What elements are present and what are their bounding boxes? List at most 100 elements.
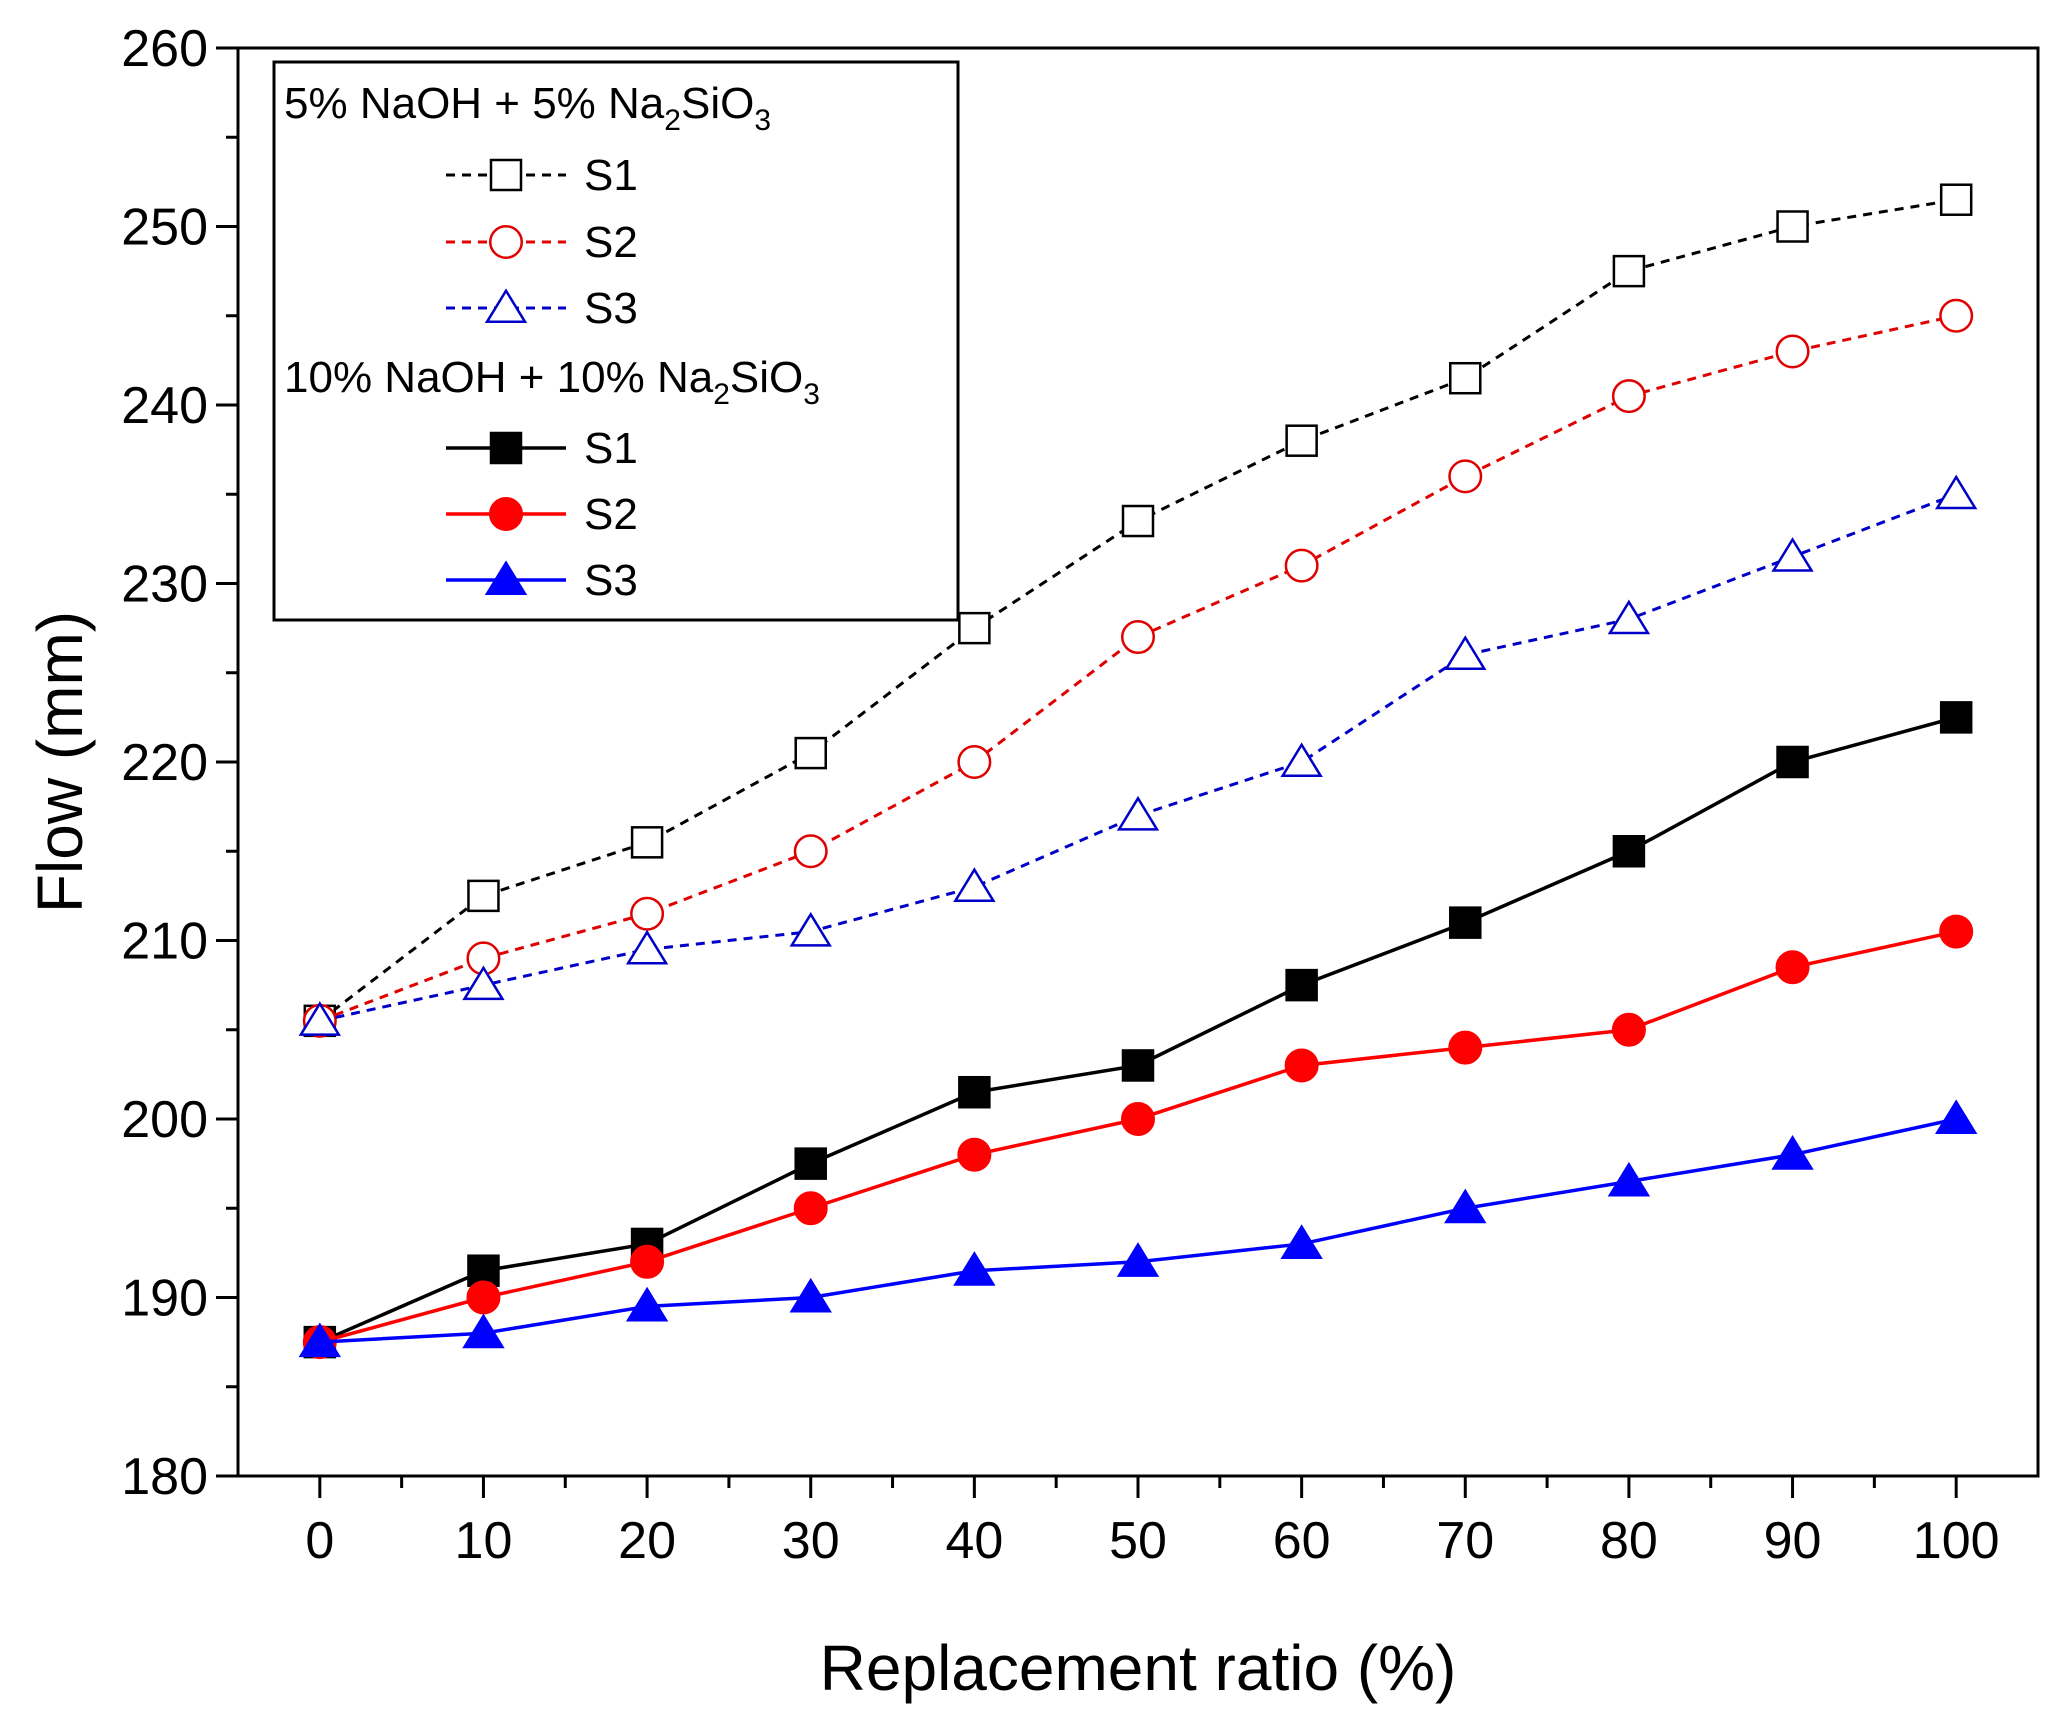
y-tick-label: 210 [121,913,208,971]
legend-marker [484,288,528,324]
legend-entry-s3-group-2: S3 [446,556,638,605]
data-point [630,1244,665,1279]
series-s3-group-1 [298,474,1978,1036]
data-point [958,1075,991,1109]
data-point [1934,1099,1978,1135]
axis-ticks [216,46,1958,1498]
data-point [1449,906,1482,939]
data-point [462,965,505,1001]
data-point [1116,1242,1160,1277]
data-point [789,911,832,947]
x-tick-label: 60 [1273,1512,1331,1570]
legend-group-title-2: 10% NaOH + 10% Na2SiO3 [284,353,820,411]
data-point [298,1322,342,1358]
y-tick-label: 180 [121,1448,208,1506]
data-point [1776,210,1809,243]
data-point [1775,334,1810,369]
x-axis-title: Replacement ratio (%) [820,1632,1457,1704]
data-point [630,896,665,931]
data-point [1280,742,1323,778]
data-point [467,879,500,913]
x-tick-label: 90 [1764,1512,1822,1570]
y-tick-label: 250 [121,199,208,257]
x-tick-label: 50 [1109,1512,1167,1570]
data-point [794,1147,827,1180]
legend-label: S2 [584,218,638,267]
data-point [1116,795,1160,831]
data-point [1285,424,1318,457]
data-point [1612,254,1646,288]
y-tick-label: 240 [121,377,208,435]
series-layer [298,183,1978,1360]
legend-entry-s1-group-2: S1 [446,424,638,473]
legend: 5% NaOH + 5% Na2SiO3 10% NaOH + 10% Na2S… [272,60,960,622]
series-s3-group-2 [298,1099,1978,1358]
y-tick-label: 200 [121,1091,208,1149]
data-point [1775,950,1810,985]
data-point [789,1277,832,1313]
data-point [625,1286,669,1322]
y-tick-label: 260 [121,20,208,78]
data-point [625,929,669,965]
legend-entry-s2-group-1: S2 [446,218,638,267]
data-point [793,1191,828,1226]
data-point [1939,298,1974,333]
y-tick-label: 230 [121,556,208,614]
data-point [1285,968,1318,1002]
legend-entry-s3-group-1: S3 [446,284,638,333]
data-point [958,611,991,645]
x-tick-label: 80 [1600,1512,1658,1570]
data-point [630,826,664,859]
data-point [1611,379,1646,414]
data-point [1771,1135,1814,1170]
data-point [1939,701,1973,734]
data-point [1449,361,1482,395]
legend-marker [484,560,528,596]
legend-entry-s2-group-2: S2 [446,490,638,539]
legend-entry-s1-group-1: S1 [446,151,638,200]
data-point [793,834,828,869]
series-s1-group-2 [303,701,1973,1359]
data-point [298,1001,342,1036]
tick-labels: 0 10 20 30 40 50 60 70 80 90 100 180 190 200 210 220 230… [121,20,1999,1570]
data-point [1448,1030,1483,1065]
x-tick-label: 10 [455,1512,513,1570]
data-point [957,745,992,779]
data-point [1448,459,1483,494]
legend-marker [489,225,523,259]
legend-marker [489,431,523,465]
legend-group-title-1: 5% NaOH + 5% Na2SiO3 [284,79,771,137]
data-point [1776,745,1809,779]
x-tick-label: 40 [945,1512,1003,1570]
x-tick-label: 100 [1913,1512,2000,1570]
data-point [794,736,827,770]
data-point [1121,1102,1155,1136]
x-tick-label: 30 [782,1512,840,1570]
legend-label: S1 [584,151,638,200]
legend-entries: S1 S2 S3 S1 S2 S3 [446,151,638,605]
legend-box [272,60,960,622]
legend-label: S1 [584,424,638,473]
data-point [953,867,996,902]
data-point [1121,504,1155,538]
legend-label: S3 [584,556,638,605]
data-point [1280,1224,1323,1259]
data-point [1611,1012,1646,1047]
data-point [1607,599,1651,635]
data-point [953,1251,996,1286]
data-point [1939,914,1974,949]
legend-marker [489,158,523,192]
data-point [466,1280,501,1315]
data-point [1939,183,1973,216]
series-line [319,492,1957,1023]
y-tick-label: 190 [121,1270,208,1328]
y-tick-label: 220 [121,734,208,792]
data-point [957,1137,992,1172]
data-point [1444,635,1487,670]
x-tick-label: 70 [1436,1512,1494,1570]
series-s2-group-2 [302,914,1974,1360]
legend-label: S2 [584,490,638,539]
data-point [462,1313,505,1349]
x-tick-label: 0 [305,1512,334,1570]
